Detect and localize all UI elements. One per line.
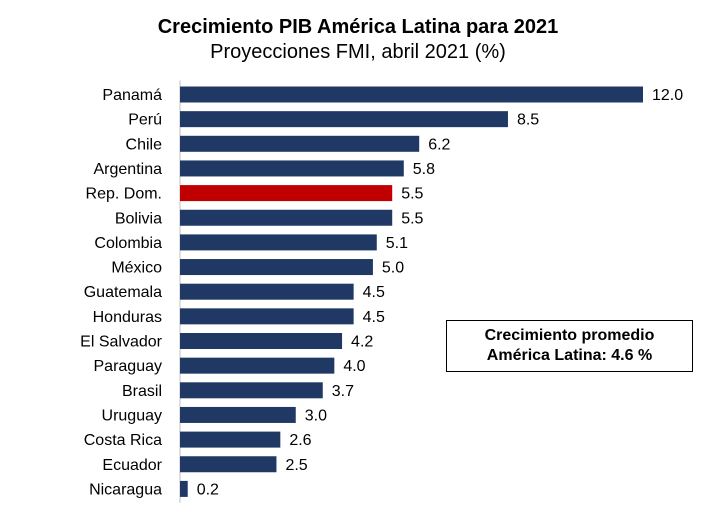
category-label: Ecuador [102, 457, 162, 474]
category-label: Brasil [122, 383, 162, 400]
chart-subtitle: Proyecciones FMI, abril 2021 (%) [210, 41, 506, 63]
category-label: Costa Rica [84, 432, 162, 449]
bar [180, 185, 393, 202]
category-label: Paraguay [94, 358, 163, 375]
average-growth-note-line1: Crecimiento promedio [484, 327, 655, 344]
category-label: El Salvador [80, 334, 162, 351]
category-label: Guatemala [84, 284, 162, 301]
data-label: 4.0 [343, 358, 365, 375]
data-label: 4.5 [363, 309, 385, 326]
bar [180, 333, 343, 349]
category-label: Perú [128, 112, 162, 129]
chart-title: Crecimiento PIB América Latina para 2021 [157, 16, 559, 38]
data-label: 5.5 [401, 186, 423, 203]
bar [180, 406, 296, 423]
bar [180, 456, 277, 473]
category-label: Honduras [93, 309, 162, 326]
bar [180, 209, 393, 226]
bar [180, 111, 508, 128]
bar [180, 431, 281, 448]
data-label: 4.5 [363, 284, 385, 301]
data-label: 12.0 [652, 87, 683, 104]
category-label: Nicaragua [89, 481, 162, 498]
bar [180, 135, 420, 152]
bar [180, 382, 323, 399]
data-label: 4.2 [351, 334, 373, 351]
data-label: 5.8 [413, 161, 435, 178]
bar [180, 86, 643, 103]
data-label: 5.0 [382, 260, 404, 277]
category-label: Bolivia [115, 210, 162, 227]
bar [180, 234, 377, 251]
bar [180, 283, 354, 300]
data-label: 5.1 [386, 235, 408, 252]
category-label: México [111, 260, 162, 277]
data-label: 6.2 [428, 136, 450, 153]
category-label: Panamá [102, 87, 162, 104]
average-growth-note: Crecimiento promedio América Latina: 4.6… [446, 320, 693, 372]
category-label: Colombia [94, 235, 162, 252]
category-label: Uruguay [102, 407, 162, 424]
category-label: Rep. Dom. [86, 186, 162, 203]
data-label: 3.7 [332, 383, 354, 400]
average-growth-note-line2: América Latina: 4.6 % [486, 347, 653, 364]
data-label: 3.0 [305, 407, 327, 424]
category-label: Argentina [94, 161, 163, 178]
data-label: 0.2 [197, 481, 219, 498]
bar [180, 308, 354, 325]
bar [180, 160, 404, 177]
bar [180, 357, 335, 374]
data-label: 2.6 [289, 432, 311, 449]
bar [180, 259, 373, 276]
data-label: 5.5 [401, 210, 423, 227]
bar [180, 480, 188, 497]
category-label: Chile [126, 136, 163, 153]
data-label: 2.5 [285, 457, 307, 474]
data-label: 8.5 [517, 112, 539, 129]
